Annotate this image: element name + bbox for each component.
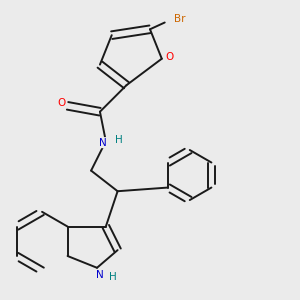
Text: Br: Br: [174, 14, 185, 24]
Text: H: H: [109, 272, 117, 282]
Text: H: H: [115, 135, 123, 145]
Text: N: N: [96, 270, 104, 280]
Text: O: O: [58, 98, 66, 108]
Text: O: O: [165, 52, 173, 62]
Text: N: N: [99, 138, 107, 148]
